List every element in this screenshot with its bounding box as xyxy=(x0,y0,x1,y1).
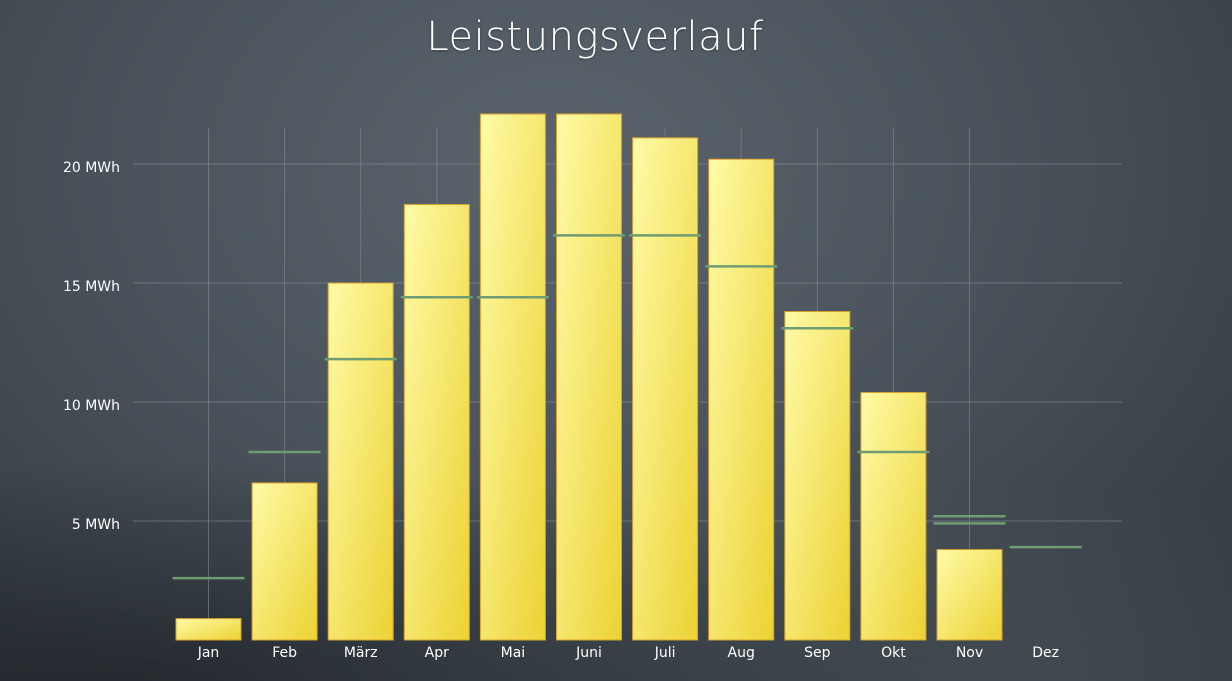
y-axis-ticks: 5 MWh 10 MWh 15 MWh 20 MWh xyxy=(63,160,120,533)
bar-feb xyxy=(251,482,318,641)
bar-sep xyxy=(784,311,851,641)
x-tick-label: März xyxy=(344,645,378,661)
y-tick-label: 15 MWh xyxy=(63,279,120,295)
y-tick-label: 20 MWh xyxy=(63,160,120,176)
x-tick-label: Sep xyxy=(804,645,831,661)
bar-jan xyxy=(175,618,242,641)
bar-juni xyxy=(556,113,622,641)
bar-mai xyxy=(479,113,546,641)
bars xyxy=(175,113,1003,641)
x-tick-label: Aug xyxy=(728,645,755,661)
y-tick-label: 10 MWh xyxy=(63,398,120,414)
bar-apr xyxy=(403,203,470,641)
bar-nov xyxy=(936,549,1003,641)
x-tick-label: Feb xyxy=(272,645,297,661)
x-tick-label: Juli xyxy=(654,645,676,661)
x-tick-label: Dez xyxy=(1032,645,1059,661)
x-tick-label: Juni xyxy=(575,645,602,661)
bar-aug xyxy=(708,158,775,641)
x-tick-label: Jan xyxy=(197,645,220,661)
bar-juli xyxy=(632,137,699,641)
bar-märz xyxy=(327,282,394,641)
y-tick-label: 5 MWh xyxy=(72,517,120,533)
reference-lines xyxy=(172,234,1082,580)
x-tick-label: Mai xyxy=(501,645,526,661)
x-tick-label: Okt xyxy=(881,645,906,661)
x-tick-label: Apr xyxy=(425,645,449,661)
x-tick-label: Nov xyxy=(956,645,983,661)
x-axis-ticks: Jan Feb März Apr Mai Juni Juli Aug Sep Okt Nov Dez xyxy=(197,645,1059,661)
chart-title: Leistungsverlauf xyxy=(426,14,764,60)
bar-okt xyxy=(860,391,927,641)
